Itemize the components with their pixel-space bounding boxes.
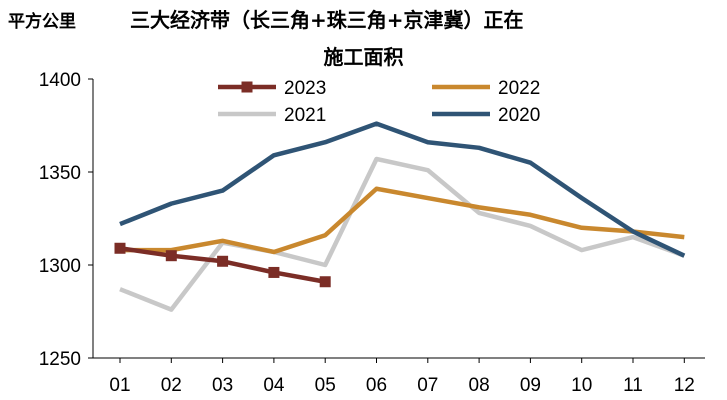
data-point-2022 (684, 237, 685, 238)
x-tick-label: 08 (469, 375, 490, 396)
series-2020 (119, 121, 686, 258)
data-point-2022 (325, 235, 326, 236)
data-point-2023 (114, 242, 126, 254)
legend-item-2021: 2021 (218, 105, 326, 126)
x-tick-label: 04 (263, 375, 285, 396)
data-point-2022 (479, 207, 480, 208)
data-point-2021 (427, 170, 428, 171)
data-point-2022 (376, 188, 377, 189)
series-2022 (120, 186, 685, 255)
legend-label-2021: 2021 (284, 105, 326, 126)
x-tick-label: 07 (417, 375, 438, 396)
data-point-2021 (376, 158, 377, 159)
data-point-2020 (376, 123, 377, 124)
x-tick-label: 05 (315, 375, 336, 396)
series-2023 (114, 242, 331, 288)
series-line-2022 (120, 186, 685, 255)
data-point-2023 (217, 255, 229, 267)
data-point-2020 (684, 255, 685, 256)
data-point-2021 (171, 309, 172, 310)
data-point-2020 (581, 198, 582, 199)
y-axis-unit-label: 平方公里 (8, 12, 76, 32)
data-point-2022 (273, 251, 274, 252)
data-point-2023 (319, 276, 331, 288)
data-point-2021 (120, 289, 121, 290)
x-tick-label: 11 (623, 375, 643, 396)
data-point-2020 (479, 147, 480, 148)
data-point-2023 (268, 266, 280, 278)
legend-label-2023: 2023 (284, 78, 326, 99)
series-line-2020 (119, 121, 686, 258)
y-tick-label: 1350 (39, 163, 81, 184)
chart-title-line-1: 三大经济带（长三角+珠三角+京津冀）正在 (130, 8, 524, 32)
data-point-2020 (222, 190, 223, 191)
legend-item-2022: 2022 (432, 78, 540, 99)
x-tick-label: 02 (161, 375, 182, 396)
legend-marker-2023 (241, 81, 253, 93)
legend-item-2020: 2020 (432, 105, 540, 126)
x-tick-label: 03 (212, 375, 233, 396)
data-point-2021 (325, 265, 326, 266)
data-point-2022 (581, 227, 582, 228)
x-tick-label: 01 (109, 375, 130, 396)
y-tick-label: 1400 (39, 70, 81, 91)
data-point-2020 (427, 142, 428, 143)
y-tick-label: 1250 (39, 349, 81, 370)
data-point-2022 (530, 214, 531, 215)
series-2021 (119, 156, 686, 312)
data-point-2021 (581, 250, 582, 251)
data-point-2022 (427, 198, 428, 199)
data-point-2020 (633, 231, 634, 232)
data-point-2021 (530, 225, 531, 226)
series-line-2021 (119, 156, 686, 312)
data-point-2023 (165, 250, 177, 262)
data-point-2020 (325, 142, 326, 143)
legend-item-2023: 2023 (218, 78, 326, 99)
legend-label-2022: 2022 (498, 78, 540, 99)
data-point-2020 (171, 203, 172, 204)
legend-label-2020: 2020 (498, 105, 540, 126)
x-tick-label: 10 (571, 375, 592, 396)
data-point-2022 (222, 240, 223, 241)
data-point-2021 (479, 212, 480, 213)
data-point-2020 (273, 155, 274, 156)
y-tick-label: 1300 (39, 256, 81, 277)
chart-title-line-2: 施工面积 (323, 45, 404, 69)
data-point-2020 (530, 162, 531, 163)
data-point-2021 (633, 237, 634, 238)
x-tick-label: 09 (520, 375, 541, 396)
x-tick-label: 12 (674, 375, 695, 396)
x-tick-label: 06 (366, 375, 387, 396)
data-point-2020 (120, 224, 121, 225)
